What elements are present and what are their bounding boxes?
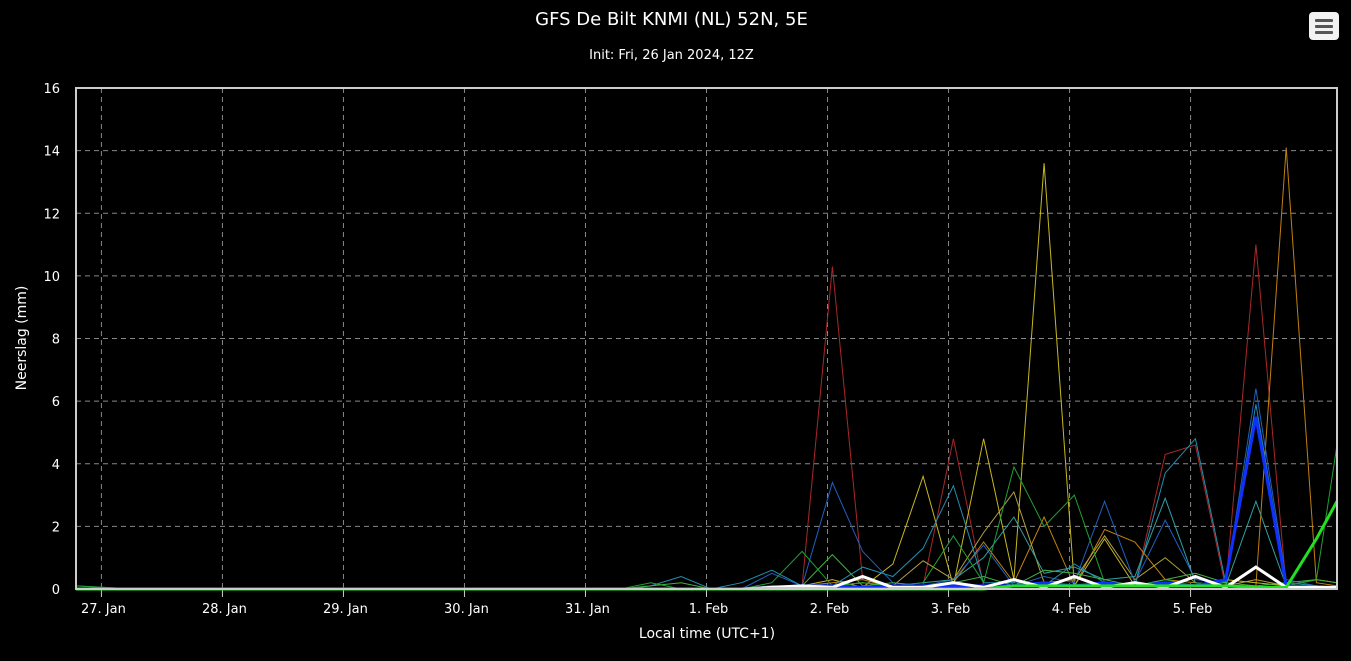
x-tick-label: 1. Feb (689, 602, 729, 617)
chart-subtitle: Init: Fri, 26 Jan 2024, 12Z (589, 48, 754, 63)
grid-layer (76, 88, 1337, 597)
x-tick-label: 28. Jan (202, 602, 247, 617)
y-tick-label: 6 (52, 395, 60, 410)
x-tick-label: 27. Jan (81, 602, 126, 617)
y-tick-label: 14 (43, 145, 60, 160)
x-tick-label: 3. Feb (931, 602, 971, 617)
y-tick-label: 2 (52, 520, 60, 535)
y-axis-title: Neerslag (mm) (14, 286, 30, 391)
x-tick-label: 4. Feb (1052, 602, 1092, 617)
chart-menu-button[interactable] (1309, 12, 1339, 40)
y-tick-label: 10 (43, 270, 60, 285)
chart-title: GFS De Bilt KNMI (NL) 52N, 5E (535, 9, 808, 30)
x-axis-title: Local time (UTC+1) (639, 626, 775, 642)
label-layer: 0 2 4 6 8 10 12 14 16 27. Jan 28. Jan 29. Jan 30. Ja… (43, 82, 1212, 617)
y-tick-label: 4 (52, 458, 60, 473)
x-tick-label: 29. Jan (323, 602, 368, 617)
x-tick-label: 2. Feb (810, 602, 850, 617)
x-tick-label: 31. Jan (565, 602, 610, 617)
y-tick-label: 12 (43, 207, 60, 222)
y-tick-label: 16 (43, 82, 60, 97)
y-tick-label: 8 (52, 333, 60, 348)
x-tick-label: 5. Feb (1173, 602, 1213, 617)
y-tick-label: 0 (52, 583, 60, 598)
x-tick-label: 30. Jan (444, 602, 489, 617)
plot-border (75, 87, 1338, 590)
